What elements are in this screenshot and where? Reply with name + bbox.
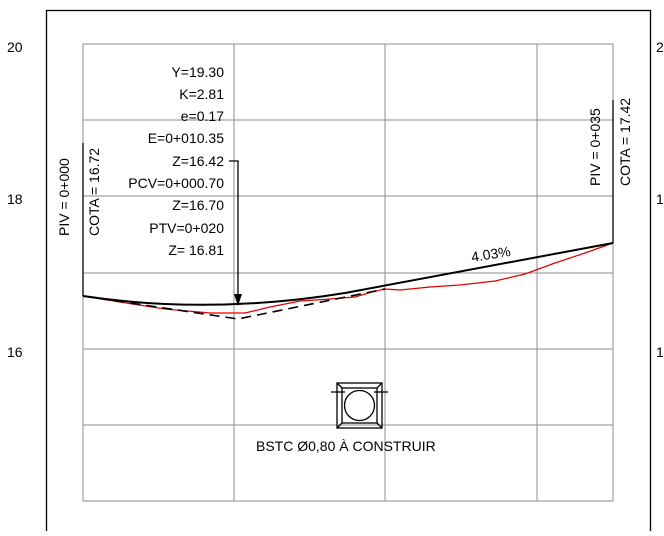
left-cota-label: COTA = 16.72 xyxy=(86,148,102,236)
curve-info-line: Z= 16.81 xyxy=(168,242,224,258)
callout-arrowhead xyxy=(234,294,242,306)
curve-info-line: e=0.17 xyxy=(181,108,224,124)
tangent-dashed-line xyxy=(82,288,386,320)
curve-info-line: PTV=0+020 xyxy=(149,220,224,236)
left-tick-label: 16 xyxy=(7,344,23,360)
curve-info-line: Z=16.42 xyxy=(172,153,224,169)
curve-info-line: Y=19.30 xyxy=(171,64,224,80)
curve-info: Y=19.30 K=2.81 e=0.17 E=0+010.35 Z=16.42… xyxy=(128,64,224,258)
culvert-label: BSTC Ø0,80 À CONSTRUIR xyxy=(256,438,436,454)
callout-leader xyxy=(229,160,239,302)
right-piv-label: PIV = 0+035 xyxy=(587,108,603,186)
curve-info-line: E=0+010.35 xyxy=(148,130,225,146)
right-cota-label: COTA = 17.42 xyxy=(617,98,633,186)
grid xyxy=(82,43,614,502)
left-piv-label: PIV = 0+000 xyxy=(56,158,72,236)
right-tick-label: 1 xyxy=(656,191,664,207)
design-grade-line xyxy=(82,242,614,306)
grade-label: 4.03% xyxy=(470,243,512,265)
curve-info-line: PCV=0+000.70 xyxy=(128,175,224,191)
right-tick-label: 1 xyxy=(656,344,664,360)
right-tick-label: 2 xyxy=(656,39,664,55)
culvert-icon xyxy=(331,382,388,429)
curve-info-line: K=2.81 xyxy=(179,86,224,102)
left-tick-label: 20 xyxy=(7,39,23,55)
curve-info-line: Z=16.70 xyxy=(172,197,224,213)
terrain-profile-line xyxy=(82,242,614,314)
left-tick-label: 18 xyxy=(7,191,23,207)
outer-frame xyxy=(45,9,652,536)
